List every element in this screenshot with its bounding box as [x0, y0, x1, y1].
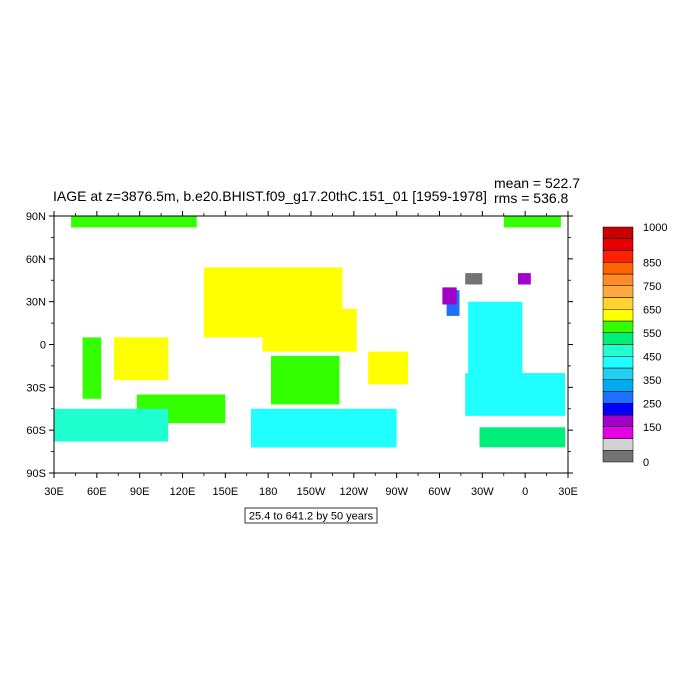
colorbar-label: 0 — [643, 457, 649, 469]
x-tick-label: 120W — [339, 486, 368, 498]
colorbar-bin — [602, 367, 634, 380]
region-mediterranean-gray — [465, 273, 483, 285]
region-arctic-west — [71, 216, 197, 228]
y-tick-label: 30S — [26, 382, 46, 394]
axis-ticks: 30E 60E 90E 120E 150E 180 150W 120W 90W 60W 30W 0 30… — [26, 211, 578, 498]
region-south-atlantic — [465, 373, 566, 416]
region-arctic-east — [503, 216, 561, 228]
region-s-indian-cyan — [54, 408, 169, 442]
colorbar-label: 450 — [643, 351, 661, 363]
colorbar-bin — [602, 226, 634, 239]
colorbar: 0 150 250 350 450 550 650 750 850 1000 — [602, 222, 667, 469]
region-south-pacific-green — [271, 355, 340, 405]
x-tick-label: 30E — [558, 486, 578, 498]
colorbar-bin — [602, 285, 634, 298]
colorbar-label: 150 — [643, 422, 661, 434]
data-field — [54, 216, 566, 448]
x-tick-label: 150W — [297, 486, 326, 498]
x-tick-label: 90W — [385, 486, 408, 498]
region-labrador-purple — [442, 287, 457, 305]
x-tick-label: 120E — [170, 486, 196, 498]
y-tick-label: 90N — [26, 211, 46, 223]
colorbar-bin — [602, 426, 634, 439]
x-tick-label: 30E — [44, 486, 64, 498]
colorbar-bin — [602, 238, 634, 251]
colorbar-bin — [602, 297, 634, 310]
x-tick-label: 60W — [428, 486, 451, 498]
y-tick-label: 60N — [26, 254, 46, 266]
colorbar-bin — [602, 250, 634, 263]
x-tick-label: 0 — [522, 486, 528, 498]
colorbar-bin — [602, 438, 634, 451]
range-box-label: 25.4 to 641.2 by 50 years — [249, 511, 374, 523]
y-tick-label: 0 — [40, 340, 46, 352]
colorbar-bin — [602, 379, 634, 392]
colorbar-bin — [602, 414, 634, 427]
x-tick-label: 60E — [87, 486, 107, 498]
y-tick-label: 30N — [26, 297, 46, 309]
stat-rms: rms = 536.8 — [494, 190, 569, 206]
colorbar-bin — [602, 356, 634, 369]
x-tick-label: 30W — [471, 486, 494, 498]
region-southern-ocean — [251, 408, 397, 448]
x-tick-label: 180 — [259, 486, 277, 498]
colorbar-label: 1000 — [643, 222, 667, 234]
colorbar-bin — [602, 391, 634, 404]
colorbar-bin — [602, 450, 634, 463]
colorbar-bin — [602, 403, 634, 416]
colorbar-label: 250 — [643, 398, 661, 410]
colorbar-label: 650 — [643, 304, 661, 316]
y-tick-label: 60S — [26, 425, 46, 437]
colorbar-label: 350 — [643, 375, 661, 387]
colorbar-bin — [602, 332, 634, 345]
range-box — [244, 507, 378, 524]
colorbar-bin — [602, 344, 634, 357]
y-tick-label: 90S — [26, 468, 46, 480]
x-tick-label: 90E — [130, 486, 150, 498]
colorbar-label: 750 — [643, 281, 661, 293]
region-nordic-purple — [518, 273, 531, 285]
region-weddell-green — [479, 427, 566, 448]
colorbar-bin — [602, 320, 634, 333]
colorbar-bin — [602, 273, 634, 286]
region-east-pacific — [368, 351, 409, 385]
region-central-pacific — [262, 308, 357, 352]
chart-title: IAGE at z=3876.5m, b.e20.BHIST.f09_g17.2… — [53, 188, 487, 204]
colorbar-bin — [602, 262, 634, 275]
stat-mean: mean = 522.7 — [494, 175, 580, 191]
region-indian-ocean — [114, 337, 169, 381]
colorbar-label: 550 — [643, 328, 661, 340]
colorbar-bin — [602, 309, 634, 322]
region-s-atlantic-west — [82, 337, 102, 399]
x-tick-label: 150E — [212, 486, 238, 498]
colorbar-label: 850 — [643, 257, 661, 269]
